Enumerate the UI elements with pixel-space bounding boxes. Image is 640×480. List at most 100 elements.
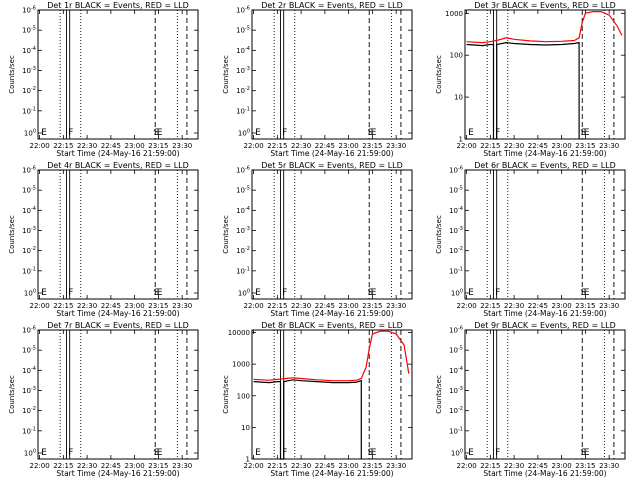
y-axis-label: Counts/sec xyxy=(222,215,230,254)
x-tick-label: 23:30 xyxy=(386,142,406,150)
marker-label: E xyxy=(157,448,163,458)
y-axis-label: Counts/sec xyxy=(8,215,16,254)
x-tick-label: 22:45 xyxy=(315,462,335,470)
marker-label: F xyxy=(282,448,287,458)
x-tick-label: 22:00 xyxy=(456,142,476,150)
marker-label: S xyxy=(368,288,374,298)
y-tick-label: 10-3 xyxy=(449,386,463,395)
y-tick-label: 10-1 xyxy=(236,106,250,115)
y-tick-label: 1 xyxy=(246,456,250,464)
y-tick-label: 100 xyxy=(238,129,250,138)
y-tick-label: 1000 xyxy=(232,361,250,369)
y-tick-label: 10-2 xyxy=(449,246,463,255)
chart-panel-5: Det 5r BLACK = Events, RED = LLD 100 10-1 1… xyxy=(222,161,413,318)
y-tick-label: 10-6 xyxy=(236,166,250,175)
y-tick-label: 10-5 xyxy=(22,346,36,355)
y-tick-label: 10-2 xyxy=(236,86,250,95)
x-tick-label: 22:45 xyxy=(528,302,548,310)
x-axis-label: Start Time (24-May-16 21:59:00) xyxy=(270,309,393,318)
chart-title: Det 1r BLACK = Events, RED = LLD xyxy=(47,1,189,10)
marker-label: S xyxy=(581,448,587,458)
y-tick-label: 10-6 xyxy=(22,326,36,335)
x-tick-label: 23:30 xyxy=(172,142,192,150)
x-tick-label: 22:45 xyxy=(528,462,548,470)
y-axis-label: Counts/sec xyxy=(222,375,230,414)
x-axis-label: Start Time (24-May-16 21:59:00) xyxy=(56,469,179,478)
y-tick-label: 10-2 xyxy=(449,406,463,415)
y-tick-label: 10-6 xyxy=(449,326,463,335)
marker-label: F xyxy=(68,288,73,298)
x-tick-label: 23:30 xyxy=(599,142,619,150)
y-tick-label: 10-4 xyxy=(22,46,36,55)
marker-label: E xyxy=(584,128,590,138)
chart-title: Det 6r BLACK = Events, RED = LLD xyxy=(474,161,616,170)
x-tick-label: 22:00 xyxy=(29,142,49,150)
marker-label: S xyxy=(154,128,160,138)
x-tick-label: 22:00 xyxy=(243,302,263,310)
chart-title: Det 2r BLACK = Events, RED = LLD xyxy=(261,1,403,10)
chart-title: Det 5r BLACK = Events, RED = LLD xyxy=(261,161,403,170)
y-tick-label: 10-6 xyxy=(236,6,250,15)
x-tick-label: 22:15 xyxy=(480,302,500,310)
y-axis-label: Counts/sec xyxy=(8,375,16,414)
x-tick-label: 22:45 xyxy=(315,142,335,150)
marker-label: E xyxy=(468,288,474,298)
chart-panel-7: Det 7r BLACK = Events, RED = LLD 100 10-1 1… xyxy=(8,321,199,478)
plot-frame xyxy=(37,9,199,140)
y-tick-label: 10-3 xyxy=(22,66,36,75)
y-tick-label: 100 xyxy=(450,52,463,60)
marker-label: F xyxy=(495,128,500,138)
marker-label: E xyxy=(41,128,47,138)
plot-frame xyxy=(464,329,626,460)
marker-label: S xyxy=(368,448,374,458)
chart-panel-6: Det 6r BLACK = Events, RED = LLD 100 10-1 1… xyxy=(435,161,626,318)
x-tick-label: 23:15 xyxy=(148,142,168,150)
x-axis-label: Start Time (24-May-16 21:59:00) xyxy=(483,309,606,318)
x-tick-label: 22:00 xyxy=(456,462,476,470)
y-tick-label: 100 xyxy=(24,449,36,458)
lld-series-line xyxy=(253,330,410,382)
y-tick-label: 10-3 xyxy=(449,226,463,235)
y-tick-label: 10-1 xyxy=(449,426,463,435)
y-tick-label: 10-5 xyxy=(449,346,463,355)
y-tick-label: 1000 xyxy=(445,10,463,18)
x-tick-label: 23:30 xyxy=(386,462,406,470)
y-tick-label: 10-5 xyxy=(22,186,36,195)
marker-label: E xyxy=(371,128,377,138)
x-tick-label: 23:30 xyxy=(599,462,619,470)
plot-frame xyxy=(37,169,199,300)
x-tick-label: 22:00 xyxy=(243,462,263,470)
x-tick-label: 22:15 xyxy=(267,142,287,150)
x-tick-label: 22:30 xyxy=(504,302,524,310)
y-tick-label: 10-5 xyxy=(22,26,36,35)
y-axis-label: Counts/sec xyxy=(435,215,443,254)
x-tick-label: 22:45 xyxy=(101,142,121,150)
marker-label: E xyxy=(41,448,47,458)
y-tick-label: 100 xyxy=(238,289,250,298)
marker-label: S xyxy=(581,128,587,138)
x-axis-label: Start Time (24-May-16 21:59:00) xyxy=(483,149,606,158)
y-tick-label: 10-5 xyxy=(449,186,463,195)
marker-label: F xyxy=(68,128,73,138)
x-tick-label: 23:30 xyxy=(172,462,192,470)
marker-label: E xyxy=(255,288,261,298)
y-tick-label: 10000 xyxy=(228,329,250,337)
x-tick-label: 23:00 xyxy=(552,462,572,470)
x-tick-label: 22:30 xyxy=(77,302,97,310)
x-tick-label: 23:15 xyxy=(575,142,595,150)
marker-label: F xyxy=(68,448,73,458)
y-axis-label: Counts/sec xyxy=(435,55,443,94)
marker-label: E xyxy=(584,288,590,298)
chart-panel-4: Det 4r BLACK = Events, RED = LLD 100 10-1 1… xyxy=(8,161,199,318)
y-tick-label: 10-2 xyxy=(22,246,36,255)
plot-frame xyxy=(464,169,626,300)
y-tick-label: 10-5 xyxy=(236,186,250,195)
y-tick-label: 100 xyxy=(451,289,463,298)
x-tick-label: 23:15 xyxy=(362,142,382,150)
x-tick-label: 22:30 xyxy=(291,302,311,310)
y-tick-label: 10-1 xyxy=(449,266,463,275)
x-tick-label: 22:30 xyxy=(291,142,311,150)
chart-panel-1: Det 1r BLACK = Events, RED = LLD 100 10-1 1… xyxy=(8,1,199,158)
x-tick-label: 22:00 xyxy=(29,462,49,470)
